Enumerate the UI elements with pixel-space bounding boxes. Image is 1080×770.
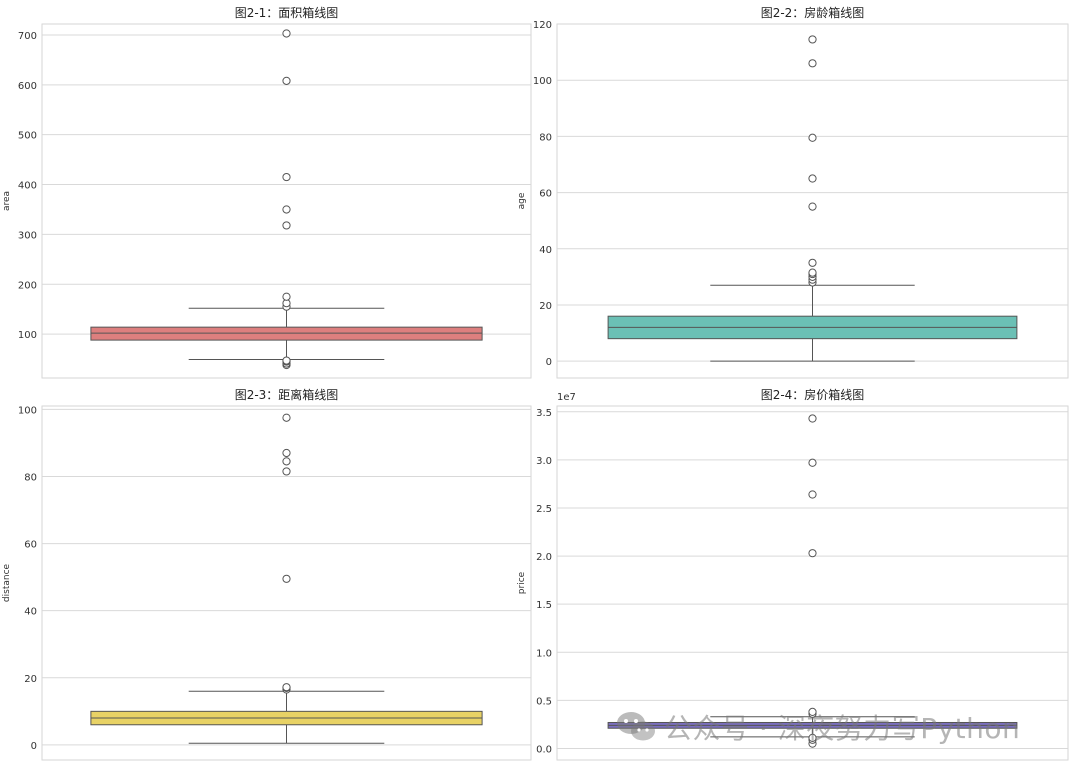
outlier-point: [282, 467, 291, 476]
outlier-point: [808, 202, 817, 211]
outlier-point: [808, 458, 817, 467]
y-tick-label: 40: [539, 245, 552, 256]
y-tick-label: 20: [539, 301, 552, 312]
outlier-point: [282, 457, 291, 466]
outlier-point: [282, 413, 291, 422]
y-tick-label: 3.5: [536, 408, 552, 419]
outlier-point: [282, 205, 291, 214]
chart-title: 图2-1：面积箱线图: [235, 5, 339, 20]
chart-title: 图2-4：房价箱线图: [761, 387, 865, 402]
chart-title: 图2-3：距离箱线图: [235, 387, 339, 402]
outlier-point: [282, 172, 291, 182]
y-tick-label: 0: [546, 357, 552, 368]
y-tick-label: 80: [24, 472, 37, 483]
y-tick-label: 0.5: [536, 696, 552, 707]
y-tick-label: 1.5: [536, 600, 552, 611]
plot-frame: [41, 405, 532, 761]
y-axis-label: price: [517, 571, 527, 594]
y-tick-label: 200: [18, 280, 37, 291]
outlier-point: [808, 258, 817, 267]
chart-panel-1: 100 200 300 400 500 600 700 图2-1：面积箱线图 area: [2, 5, 532, 379]
outlier-point: [808, 35, 817, 44]
y-axis-label: age: [517, 192, 527, 209]
outlier-point: [808, 414, 817, 423]
y-tick-label: 600: [18, 81, 37, 92]
outlier-point: [808, 733, 817, 742]
y-tick-label: 120: [533, 20, 552, 31]
plot-frame: [556, 23, 1069, 379]
outlier-point: [808, 490, 817, 499]
y-tick-label: 400: [18, 181, 37, 192]
y-tick-label: 60: [539, 189, 552, 200]
outlier-point: [808, 133, 817, 142]
outlier-point: [808, 174, 817, 183]
plot-frame: [556, 405, 1069, 761]
outlier-point: [282, 448, 291, 458]
outlier-point: [282, 76, 291, 85]
outlier-point: [282, 29, 291, 38]
outlier-point: [282, 683, 291, 692]
outlier-point: [282, 221, 291, 230]
y-tick-label: 700: [18, 31, 37, 42]
y-tick-label: 300: [18, 230, 37, 241]
chart-panel-2: 0 20 40 60 80 100 120 图2-2：房龄箱线图 age: [517, 5, 1069, 379]
y-tick-label: 100: [18, 405, 37, 416]
y-tick-label: 1.0: [536, 648, 552, 659]
y-axis-label: distance: [2, 563, 12, 602]
outlier-point: [282, 356, 291, 365]
chart-title: 图2-2：房龄箱线图: [761, 5, 865, 20]
y-tick-label: 500: [18, 131, 37, 142]
y-axis-label: area: [2, 191, 12, 211]
y-tick-label: 80: [539, 132, 552, 143]
y-tick-label: 20: [24, 674, 37, 685]
outlier-point: [282, 574, 291, 583]
outlier-point: [282, 292, 291, 301]
outlier-point: [808, 707, 817, 717]
y-scale-label: 1e7: [557, 392, 576, 403]
y-tick-label: 40: [24, 607, 37, 618]
y-tick-label: 100: [18, 330, 37, 341]
outlier-point: [808, 268, 817, 277]
y-tick-label: 60: [24, 540, 37, 551]
y-tick-label: 2.5: [536, 504, 552, 515]
y-tick-label: 0: [31, 741, 37, 752]
outlier-point: [808, 59, 817, 68]
outlier-point: [808, 549, 817, 558]
y-tick-label: 0.0: [536, 744, 552, 755]
y-tick-label: 2.0: [536, 552, 552, 563]
chart-panel-4: 0.0 0.5 1.0 1.5 2.0 2.5 3.0 3.5 1e7 图2-4：房价箱线图 pri…: [517, 387, 1069, 761]
chart-panel-3: 0 20 40 60 80 100 图2-3：距离箱线图 distance: [2, 387, 532, 761]
y-tick-label: 3.0: [536, 456, 552, 467]
plot-frame: [41, 23, 532, 379]
y-tick-label: 100: [533, 76, 552, 87]
